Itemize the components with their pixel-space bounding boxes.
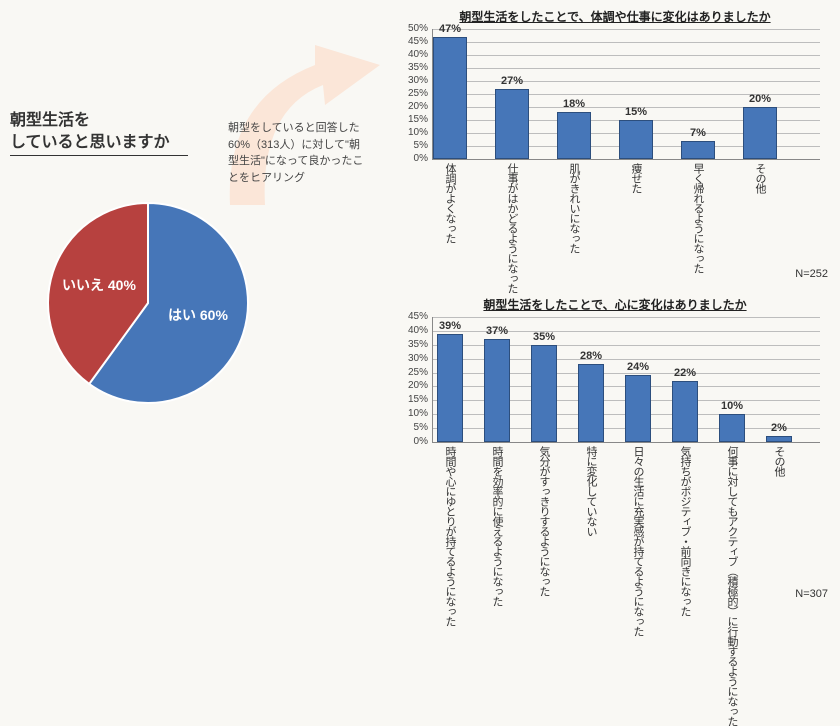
callout-text: 朝型をしていると回答した60%（313人）に対して"朝型生活"になって良かったこ… (228, 120, 368, 186)
pie-title-line1: 朝型生活を (10, 112, 90, 129)
y-tick-label: 10% (400, 127, 428, 138)
bar2-n: N=307 (795, 588, 828, 600)
bar1-category-label: 痩せた (630, 163, 642, 193)
bar1-n: N=252 (795, 268, 828, 280)
pie-title-underline (10, 155, 188, 156)
bar1-title: 朝型生活をしたことで、体調や仕事に変化はありましたか (400, 8, 830, 25)
bar2-value-label: 28% (580, 350, 602, 362)
bar2-category-label: 気分がすっきりするようになった (538, 446, 550, 596)
y-tick-label: 40% (400, 49, 428, 60)
y-tick-label: 20% (400, 380, 428, 391)
bar1-category-label: 体調がよくなった (444, 163, 456, 243)
pie-label-yes: はい 60% (168, 305, 228, 325)
bar2-plot: 0%5%10%15%20%25%30%35%40%45%39%37%35%28%… (400, 317, 830, 442)
bar1-value-label: 18% (563, 98, 585, 110)
bar2-bar (437, 334, 463, 442)
y-tick-label: 15% (400, 114, 428, 125)
bar1-value-label: 15% (625, 106, 647, 118)
bar2-bar (719, 414, 745, 442)
bar2-value-label: 39% (439, 320, 461, 332)
y-tick-label: 15% (400, 394, 428, 405)
bar2-category-label: 何事に対してもアクティブ（積極的）に行動するようになった (726, 446, 738, 726)
grid-line (432, 42, 820, 43)
y-tick-label: 35% (400, 339, 428, 350)
bar1-value-label: 27% (501, 75, 523, 87)
bar1-bar (619, 120, 653, 159)
pie-label-no: いいえ 40% (62, 275, 136, 295)
bar1-bar (681, 141, 715, 159)
y-tick-label: 50% (400, 23, 428, 34)
y-tick-label: 30% (400, 353, 428, 364)
bar1-value-label: 20% (749, 93, 771, 105)
bar2-value-label: 37% (486, 325, 508, 337)
bar1-plot: 0%5%10%15%20%25%30%35%40%45%50%47%27%18%… (400, 29, 830, 159)
bar2-bar (578, 364, 604, 442)
y-tick-label: 40% (400, 325, 428, 336)
y-tick-label: 45% (400, 36, 428, 47)
bar-chart-2-section: 朝型生活をしたことで、心に変化はありましたか 0%5%10%15%20%25%3… (400, 296, 830, 592)
bar2-category-label: 時間や心にゆとりが持てるようになった (444, 446, 456, 626)
bar1-category-label: 肌がきれいになった (568, 163, 580, 253)
y-tick-label: 10% (400, 408, 428, 419)
bar1-category-label: 早く帰れるようになった (692, 163, 704, 273)
bar1-bar (743, 107, 777, 159)
bar2-category-label: 特に変化していない (585, 446, 597, 536)
y-tick-label: 20% (400, 101, 428, 112)
y-tick-label: 35% (400, 62, 428, 73)
y-tick-label: 5% (400, 422, 428, 433)
bar2-categories: 時間や心にゆとりが持てるようになった時間を効率的に使えるようになった気分がすっき… (400, 442, 830, 592)
bar2-bar (672, 381, 698, 442)
grid-line (432, 317, 820, 318)
y-tick-label: 45% (400, 311, 428, 322)
bar1-bar (495, 89, 529, 159)
y-tick-label: 30% (400, 75, 428, 86)
bar2-value-label: 22% (674, 367, 696, 379)
bar2-title: 朝型生活をしたことで、心に変化はありましたか (400, 296, 830, 313)
bar1-category-label: その他 (754, 163, 766, 193)
y-tick-label: 5% (400, 140, 428, 151)
grid-line (432, 68, 820, 69)
grid-line (432, 55, 820, 56)
bar2-category-label: 時間を効率的に使えるようになった (491, 446, 503, 606)
y-axis (432, 317, 433, 442)
bar2-value-label: 35% (533, 331, 555, 343)
pie-title-line2: していると思いますか (10, 134, 170, 151)
bar1-value-label: 7% (690, 127, 706, 139)
bar2-category-label: 気持ちがポジティブ・前向きになった (679, 446, 691, 616)
bar2-category-label: 日々の生活に充実感が持てるようになった (632, 446, 644, 636)
bar2-bar (484, 339, 510, 442)
bar2-value-label: 2% (771, 422, 787, 434)
bar1-categories: 体調がよくなった 仕事がはかどるようになった 肌がきれいになった 痩せた 早く帰れるよう… (400, 159, 830, 309)
bar-chart-1-section: 朝型生活をしたことで、体調や仕事に変化はありましたか 0%5%10%15%20%… (400, 8, 830, 309)
bar1-value-label: 47% (439, 23, 461, 35)
y-tick-label: 25% (400, 88, 428, 99)
pie-title: 朝型生活を していると思いますか (10, 110, 170, 155)
bar1-category-label: 仕事がはかどるようになった (506, 163, 518, 293)
bar2-category-label: その他 (773, 446, 785, 476)
grid-line (432, 29, 820, 30)
bar2-value-label: 10% (721, 400, 743, 412)
pie-panel: 朝型生活を していると思いますか 朝型をしていると回答した60%（313人）に対… (0, 0, 400, 607)
y-tick-label: 25% (400, 367, 428, 378)
bar2-bar (625, 375, 651, 442)
bar2-value-label: 24% (627, 361, 649, 373)
grid-line (432, 81, 820, 82)
bar1-bar (433, 37, 467, 159)
bar2-bar (531, 345, 557, 442)
bar1-bar (557, 112, 591, 159)
